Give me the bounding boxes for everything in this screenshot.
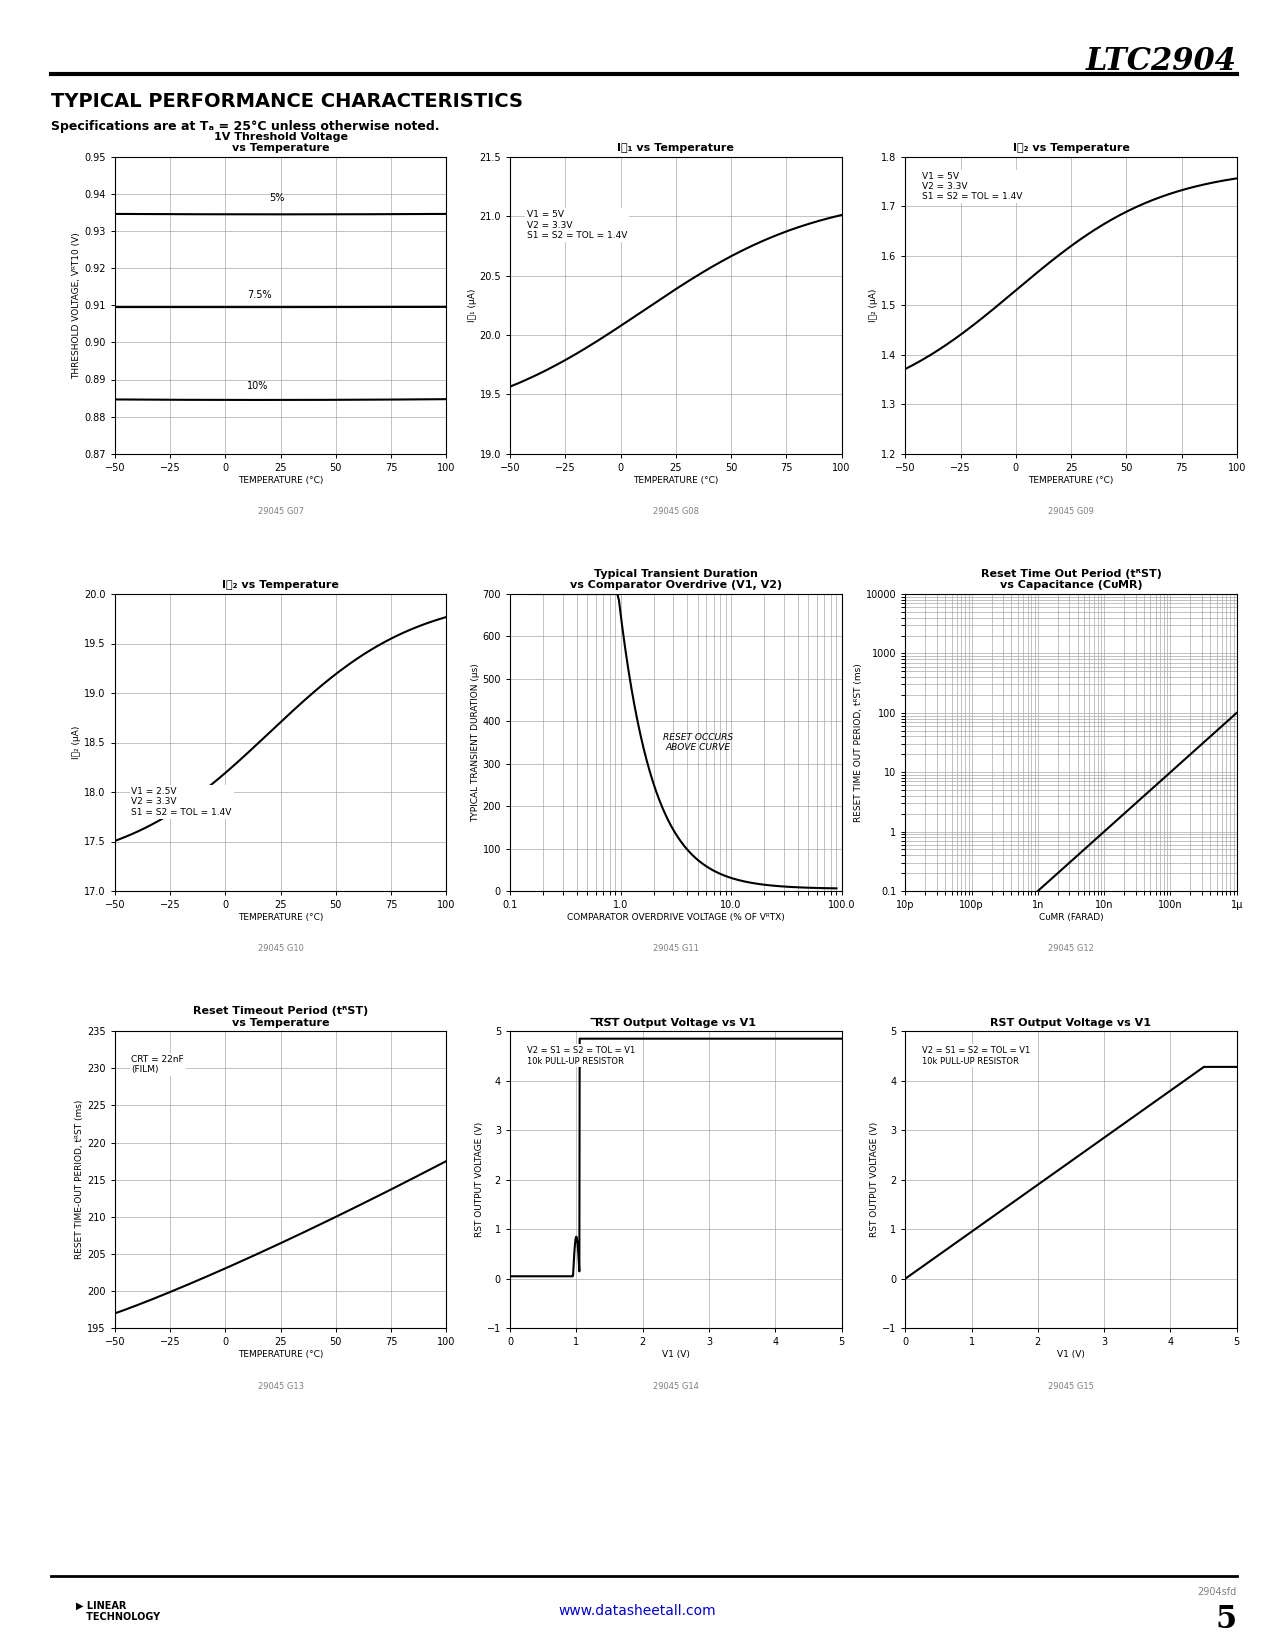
Text: 2904sfd: 2904sfd xyxy=(1197,1587,1237,1597)
Text: 29045 G14: 29045 G14 xyxy=(653,1381,699,1391)
Text: ▶ LINEAR
   TECHNOLOGY: ▶ LINEAR TECHNOLOGY xyxy=(76,1600,161,1622)
Text: RESET OCCURS
ABOVE CURVE: RESET OCCURS ABOVE CURVE xyxy=(663,733,733,752)
Title: Iᵜ₁ vs Temperature: Iᵜ₁ vs Temperature xyxy=(617,144,734,153)
Title: Reset Timeout Period (tᴿST)
vs Temperature: Reset Timeout Period (tᴿST) vs Temperatu… xyxy=(193,1006,368,1028)
Text: 7.5%: 7.5% xyxy=(247,290,272,300)
Title: Reset Time Out Period (tᴿST)
vs Capacitance (CᴜMR): Reset Time Out Period (tᴿST) vs Capacita… xyxy=(980,569,1162,591)
Y-axis label: RESET TIME OUT PERIOD, tᴿST (ms): RESET TIME OUT PERIOD, tᴿST (ms) xyxy=(854,663,863,822)
Text: V1 = 5V
V2 = 3.3V
S1 = S2 = TOL = 1.4V: V1 = 5V V2 = 3.3V S1 = S2 = TOL = 1.4V xyxy=(922,172,1023,201)
Text: CRT = 22nF
(FILM): CRT = 22nF (FILM) xyxy=(131,1054,184,1074)
Text: V1 = 2.5V
V2 = 3.3V
S1 = S2 = TOL = 1.4V: V1 = 2.5V V2 = 3.3V S1 = S2 = TOL = 1.4V xyxy=(131,787,232,817)
Text: 29045 G11: 29045 G11 xyxy=(653,944,699,954)
X-axis label: TEMPERATURE (°C): TEMPERATURE (°C) xyxy=(238,475,323,485)
Text: 29045 G07: 29045 G07 xyxy=(258,507,303,516)
Text: 29045 G09: 29045 G09 xyxy=(1048,507,1094,516)
Text: Specifications are at Tₐ = 25°C unless otherwise noted.: Specifications are at Tₐ = 25°C unless o… xyxy=(51,120,440,134)
Text: 5%: 5% xyxy=(269,193,284,203)
X-axis label: TEMPERATURE (°C): TEMPERATURE (°C) xyxy=(238,912,323,922)
Title: Typical Transient Duration
vs Comparator Overdrive (V1, V2): Typical Transient Duration vs Comparator… xyxy=(570,569,782,591)
X-axis label: TEMPERATURE (°C): TEMPERATURE (°C) xyxy=(1029,475,1113,485)
Y-axis label: Iᵜ₂ (μA): Iᵜ₂ (μA) xyxy=(870,289,878,322)
Y-axis label: THRESHOLD VOLTAGE, VᴿT10 (V): THRESHOLD VOLTAGE, VᴿT10 (V) xyxy=(73,233,82,378)
Y-axis label: TYPICAL TRANSIENT DURATION (μs): TYPICAL TRANSIENT DURATION (μs) xyxy=(470,663,479,822)
Y-axis label: Iᵜ₂ (μA): Iᵜ₂ (μA) xyxy=(73,726,82,759)
X-axis label: CᴜMR (FARAD): CᴜMR (FARAD) xyxy=(1039,912,1103,922)
Text: 29045 G12: 29045 G12 xyxy=(1048,944,1094,954)
X-axis label: TEMPERATURE (°C): TEMPERATURE (°C) xyxy=(238,1350,323,1360)
X-axis label: TEMPERATURE (°C): TEMPERATURE (°C) xyxy=(634,475,718,485)
Text: 5: 5 xyxy=(1215,1604,1237,1635)
Text: 29045 G08: 29045 G08 xyxy=(653,507,699,516)
Title: ̅R̅S̅T̅ Output Voltage vs V1: ̅R̅S̅T̅ Output Voltage vs V1 xyxy=(595,1018,756,1028)
Y-axis label: RESET TIME-OUT PERIOD, tᴿST (ms): RESET TIME-OUT PERIOD, tᴿST (ms) xyxy=(75,1101,84,1259)
X-axis label: V1 (V): V1 (V) xyxy=(662,1350,690,1360)
Text: TYPICAL PERFORMANCE CHARACTERISTICS: TYPICAL PERFORMANCE CHARACTERISTICS xyxy=(51,92,523,112)
Text: 29045 G10: 29045 G10 xyxy=(258,944,303,954)
X-axis label: V1 (V): V1 (V) xyxy=(1057,1350,1085,1360)
Text: www.datasheetall.com: www.datasheetall.com xyxy=(558,1604,717,1617)
Text: V2 = S1 = S2 = TOL = V1
10k PULL-UP RESISTOR: V2 = S1 = S2 = TOL = V1 10k PULL-UP RESI… xyxy=(922,1046,1030,1066)
Y-axis label: RST OUTPUT VOLTAGE (V): RST OUTPUT VOLTAGE (V) xyxy=(871,1122,880,1238)
Title: Iᵜ₂ vs Temperature: Iᵜ₂ vs Temperature xyxy=(1012,144,1130,153)
Text: 10%: 10% xyxy=(247,381,269,391)
Text: 29045 G15: 29045 G15 xyxy=(1048,1381,1094,1391)
Title: RST Output Voltage vs V1: RST Output Voltage vs V1 xyxy=(991,1018,1151,1028)
Text: V1 = 5V
V2 = 3.3V
S1 = S2 = TOL = 1.4V: V1 = 5V V2 = 3.3V S1 = S2 = TOL = 1.4V xyxy=(527,210,627,239)
Text: V2 = S1 = S2 = TOL = V1
10k PULL-UP RESISTOR: V2 = S1 = S2 = TOL = V1 10k PULL-UP RESI… xyxy=(527,1046,635,1066)
Text: 29045 G13: 29045 G13 xyxy=(258,1381,303,1391)
Y-axis label: Iᵜ₁ (μA): Iᵜ₁ (μA) xyxy=(468,289,477,322)
Title: 1V Threshold Voltage
vs Temperature: 1V Threshold Voltage vs Temperature xyxy=(213,132,348,153)
X-axis label: COMPARATOR OVERDRIVE VOLTAGE (% OF VᴿTX): COMPARATOR OVERDRIVE VOLTAGE (% OF VᴿTX) xyxy=(567,912,784,922)
Title: Iᵜ₂ vs Temperature: Iᵜ₂ vs Temperature xyxy=(222,581,339,591)
Text: LTC2904: LTC2904 xyxy=(1086,46,1237,78)
Y-axis label: RST OUTPUT VOLTAGE (V): RST OUTPUT VOLTAGE (V) xyxy=(476,1122,484,1238)
